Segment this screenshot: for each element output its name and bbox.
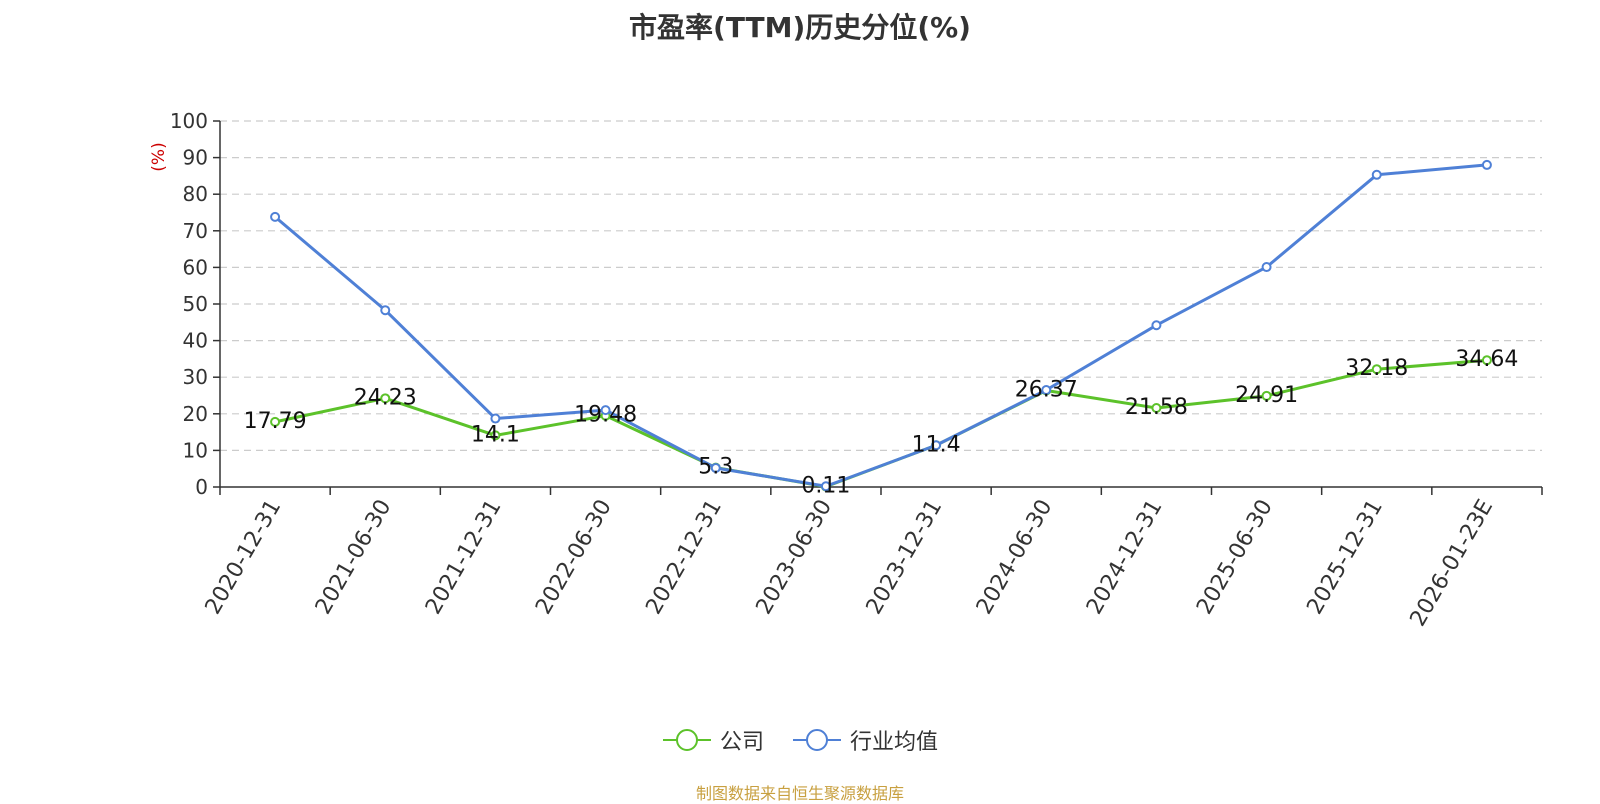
data-label: 0.11 xyxy=(801,474,850,499)
data-label: 21.58 xyxy=(1125,395,1188,420)
data-point-industry[interactable] xyxy=(820,481,831,492)
data-point-company[interactable] xyxy=(1261,390,1272,401)
data-point-company[interactable] xyxy=(1151,403,1162,414)
axes: 0 10 20 30 40 50 60 70 80 90 100(%) 2020-12-31 2021-… xyxy=(149,109,1543,631)
y-tick-label: 50 xyxy=(183,292,208,316)
y-tick-label: 10 xyxy=(183,438,208,462)
legend-label-industry: 行业均值 xyxy=(850,730,939,755)
data-point-company[interactable] xyxy=(1481,355,1492,366)
y-tick-label: 60 xyxy=(183,255,208,279)
data-label: 19.48 xyxy=(574,403,637,428)
x-tick-label: 2022-06-30 xyxy=(531,496,617,619)
y-tick-label: 80 xyxy=(183,182,208,206)
data-label: 5.3 xyxy=(698,455,733,480)
y-axis-label: (%) xyxy=(149,142,169,171)
x-tick-label: 2025-06-30 xyxy=(1192,496,1278,619)
legend-item-industry[interactable]: 行业均值 xyxy=(792,724,938,756)
data-point-industry[interactable] xyxy=(1041,385,1052,396)
x-tick-label: 2023-06-30 xyxy=(752,496,838,619)
legend-item-company[interactable]: 公司 xyxy=(662,724,764,756)
data-point-industry[interactable] xyxy=(1481,159,1492,170)
y-tick-label: 100 xyxy=(170,109,208,133)
source-note: 制图数据来自恒生聚源数据库 xyxy=(695,784,904,803)
data-point-industry[interactable] xyxy=(710,462,721,473)
data-point-company[interactable] xyxy=(1371,364,1382,375)
x-tick-label: 2025-12-31 xyxy=(1302,496,1388,619)
data-label: 26.37 xyxy=(1015,377,1078,402)
series-line-industry xyxy=(274,163,1488,488)
data-point-company[interactable] xyxy=(270,416,281,427)
data-point-industry[interactable] xyxy=(931,440,942,451)
legend-label-company: 公司 xyxy=(719,730,764,755)
x-tick-label: 2021-06-30 xyxy=(311,496,397,619)
legend-marker-industry xyxy=(793,729,841,751)
data-label: 11.4 xyxy=(912,432,961,457)
y-tick-label: 70 xyxy=(183,219,208,243)
data-point-industry[interactable] xyxy=(600,405,611,416)
y-tick-label: 40 xyxy=(183,329,208,353)
chart-title: 市盈率(TTM)历史分位(%) xyxy=(629,11,971,44)
data-point-company[interactable] xyxy=(380,393,391,404)
x-tick-label: 2026-01-23E xyxy=(1406,496,1499,631)
y-tick-label: 20 xyxy=(183,402,208,426)
legend: 公司 行业均值 xyxy=(0,724,1600,756)
legend-marker-company xyxy=(662,729,711,751)
y-tick-label: 90 xyxy=(183,146,208,170)
x-tick-label: 2023-12-31 xyxy=(862,495,948,618)
x-tick-label: 2024-12-31 xyxy=(1082,496,1168,619)
data-point-industry[interactable] xyxy=(1261,262,1272,273)
data-label: 34.64 xyxy=(1455,347,1518,372)
data-point-company[interactable] xyxy=(490,430,501,441)
data-point-industry[interactable] xyxy=(490,413,501,424)
x-tick-label: 2024-06-30 xyxy=(972,496,1058,619)
x-tick-label: 2022-12-31 xyxy=(641,496,727,619)
series-lines xyxy=(270,159,1492,492)
data-point-industry[interactable] xyxy=(380,305,391,316)
data-point-industry[interactable] xyxy=(270,211,281,222)
data-label: 14.1 xyxy=(471,422,520,447)
data-label: 17.79 xyxy=(244,409,307,434)
y-tick-label: 0 xyxy=(195,475,208,499)
data-label: 32.18 xyxy=(1345,356,1408,381)
x-tick-label: 2021-12-31 xyxy=(421,495,507,618)
data-point-industry[interactable] xyxy=(1151,320,1162,331)
y-tick-label: 30 xyxy=(183,365,208,389)
data-labels: 17.79 24.23 14.1 19.48 5.3 0.11 11.4 26.37 21.58… xyxy=(244,347,1519,498)
data-label: 24.91 xyxy=(1235,383,1298,408)
x-tick-label: 2020-12-31 xyxy=(201,496,287,619)
data-label: 24.23 xyxy=(354,385,417,410)
data-point-industry[interactable] xyxy=(1371,169,1382,180)
grid-lines xyxy=(220,120,1542,451)
